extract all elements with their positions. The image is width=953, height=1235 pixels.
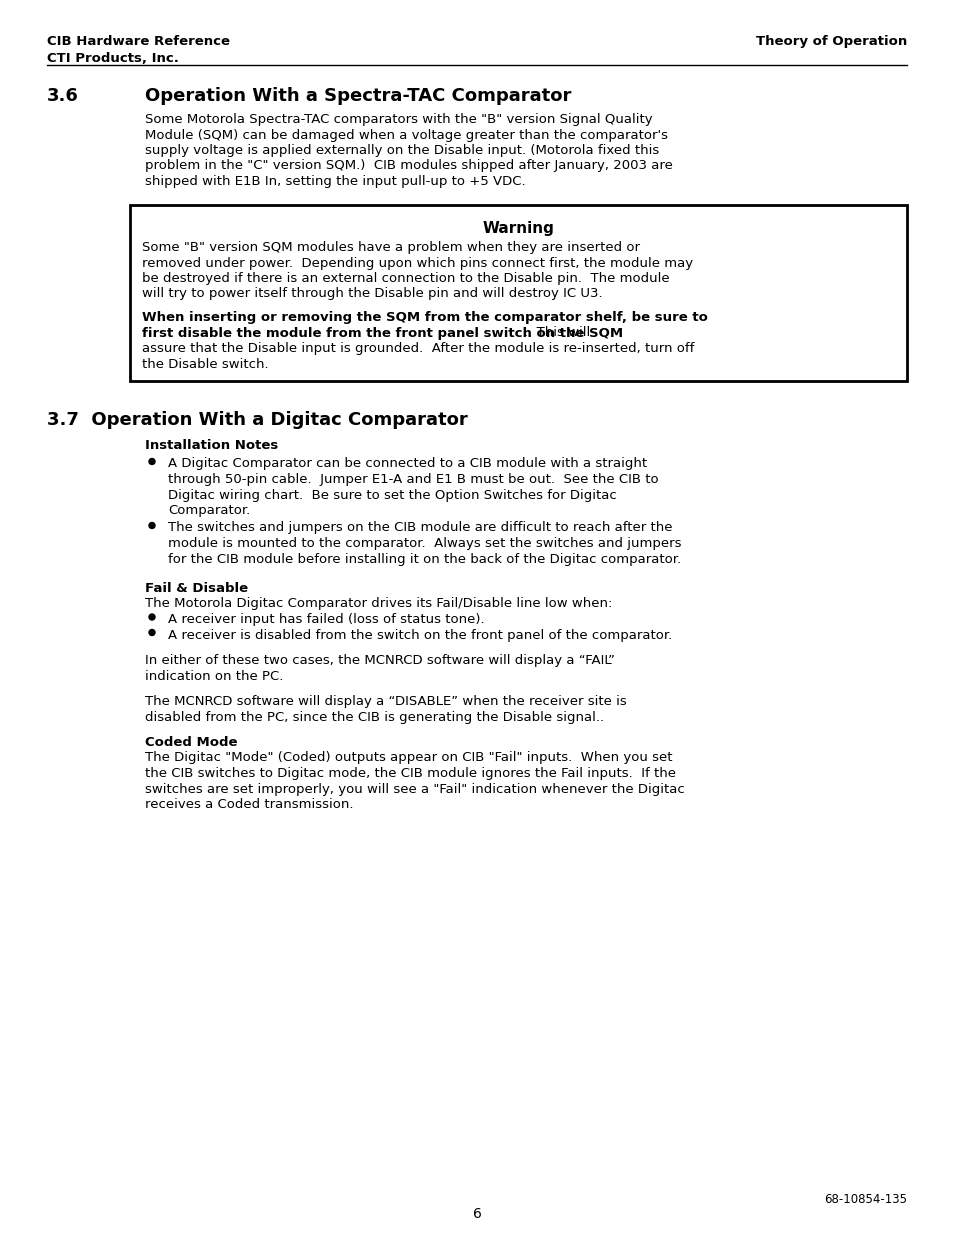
Text: The MCNRCD software will display a “DISABLE” when the receiver site is: The MCNRCD software will display a “DISA… (145, 695, 626, 708)
Text: through 50-pin cable.  Jumper E1-A and E1 B must be out.  See the CIB to: through 50-pin cable. Jumper E1-A and E1… (168, 473, 658, 487)
Text: for the CIB module before installing it on the back of the Digitac comparator.: for the CIB module before installing it … (168, 552, 680, 566)
Circle shape (149, 458, 154, 464)
Bar (130, 205, 906, 382)
Text: removed under power.  Depending upon which pins connect first, the module may: removed under power. Depending upon whic… (142, 257, 693, 269)
Text: When inserting or removing the SQM from the comparator shelf, be sure to: When inserting or removing the SQM from … (142, 311, 707, 324)
Text: be destroyed if there is an external connection to the Disable pin.  The module: be destroyed if there is an external con… (142, 272, 669, 285)
Text: A Digitac Comparator can be connected to a CIB module with a straight: A Digitac Comparator can be connected to… (168, 457, 646, 471)
Circle shape (149, 522, 154, 529)
Text: Theory of Operation: Theory of Operation (755, 35, 906, 48)
Text: 6: 6 (472, 1207, 481, 1221)
Text: The switches and jumpers on the CIB module are difficult to reach after the: The switches and jumpers on the CIB modu… (168, 521, 672, 535)
Text: Installation Notes: Installation Notes (145, 438, 278, 452)
Text: the Disable switch.: the Disable switch. (142, 357, 269, 370)
Text: 3.6: 3.6 (47, 86, 79, 105)
Text: module is mounted to the comparator.  Always set the switches and jumpers: module is mounted to the comparator. Alw… (168, 537, 680, 550)
Text: indication on the PC.: indication on the PC. (145, 669, 283, 683)
Text: CTI Products, Inc.: CTI Products, Inc. (47, 52, 179, 65)
Text: receives a Coded transmission.: receives a Coded transmission. (145, 798, 354, 811)
Text: Warning: Warning (482, 221, 554, 236)
Text: Module (SQM) can be damaged when a voltage greater than the comparator's: Module (SQM) can be damaged when a volta… (145, 128, 667, 142)
Text: assure that the Disable input is grounded.  After the module is re-inserted, tur: assure that the Disable input is grounde… (142, 342, 694, 354)
Text: Operation With a Spectra-TAC Comparator: Operation With a Spectra-TAC Comparator (145, 86, 571, 105)
Text: 68-10854-135: 68-10854-135 (823, 1193, 906, 1207)
Text: shipped with E1B In, setting the input pull-up to +5 VDC.: shipped with E1B In, setting the input p… (145, 175, 525, 188)
Text: The Motorola Digitac Comparator drives its Fail/Disable line low when:: The Motorola Digitac Comparator drives i… (145, 598, 612, 610)
Text: Coded Mode: Coded Mode (145, 736, 237, 748)
Text: supply voltage is applied externally on the Disable input. (Motorola fixed this: supply voltage is applied externally on … (145, 144, 659, 157)
Circle shape (149, 614, 154, 620)
Text: first disable the module from the front panel switch on the SQM: first disable the module from the front … (142, 326, 622, 340)
Text: Some Motorola Spectra-TAC comparators with the "B" version Signal Quality: Some Motorola Spectra-TAC comparators wi… (145, 112, 652, 126)
Text: Some "B" version SQM modules have a problem when they are inserted or: Some "B" version SQM modules have a prob… (142, 241, 639, 254)
Text: problem in the "C" version SQM.)  CIB modules shipped after January, 2003 are: problem in the "C" version SQM.) CIB mod… (145, 159, 672, 173)
Text: Fail & Disable: Fail & Disable (145, 582, 248, 595)
Text: Digitac wiring chart.  Be sure to set the Option Switches for Digitac: Digitac wiring chart. Be sure to set the… (168, 489, 616, 501)
Text: In either of these two cases, the MCNRCD software will display a “FAIL”: In either of these two cases, the MCNRCD… (145, 655, 615, 667)
Text: .  This will: . This will (524, 326, 590, 340)
Text: switches are set improperly, you will see a "Fail" indication whenever the Digit: switches are set improperly, you will se… (145, 783, 684, 795)
Text: Comparator.: Comparator. (168, 504, 250, 517)
Text: 3.7  Operation With a Digitac Comparator: 3.7 Operation With a Digitac Comparator (47, 411, 467, 429)
Circle shape (149, 630, 154, 636)
Text: A receiver is disabled from the switch on the front panel of the comparator.: A receiver is disabled from the switch o… (168, 629, 672, 641)
Text: A receiver input has failed (loss of status tone).: A receiver input has failed (loss of sta… (168, 613, 484, 626)
Text: disabled from the PC, since the CIB is generating the Disable signal..: disabled from the PC, since the CIB is g… (145, 710, 603, 724)
Text: The Digitac "Mode" (Coded) outputs appear on CIB "Fail" inputs.  When you set: The Digitac "Mode" (Coded) outputs appea… (145, 752, 672, 764)
Text: will try to power itself through the Disable pin and will destroy IC U3.: will try to power itself through the Dis… (142, 288, 602, 300)
Text: CIB Hardware Reference: CIB Hardware Reference (47, 35, 230, 48)
Text: the CIB switches to Digitac mode, the CIB module ignores the Fail inputs.  If th: the CIB switches to Digitac mode, the CI… (145, 767, 676, 781)
